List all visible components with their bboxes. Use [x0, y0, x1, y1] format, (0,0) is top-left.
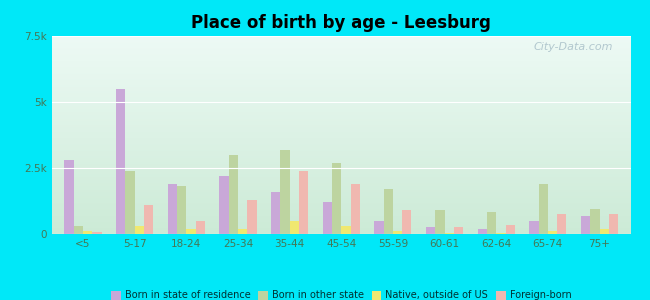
Bar: [402, 210, 411, 234]
Bar: [478, 229, 487, 234]
Bar: [529, 221, 539, 234]
Bar: [229, 155, 238, 234]
Bar: [196, 221, 205, 234]
Bar: [350, 184, 360, 234]
Bar: [187, 229, 196, 234]
Bar: [374, 221, 384, 234]
Bar: [487, 212, 496, 234]
Bar: [135, 226, 144, 234]
Bar: [557, 214, 566, 234]
Bar: [238, 229, 247, 234]
Bar: [125, 171, 135, 234]
Bar: [384, 189, 393, 234]
Bar: [64, 160, 73, 234]
Bar: [247, 200, 257, 234]
Bar: [83, 231, 92, 234]
Bar: [144, 205, 153, 234]
Bar: [539, 184, 548, 234]
Bar: [271, 192, 280, 234]
Bar: [426, 227, 436, 234]
Bar: [73, 226, 83, 234]
Bar: [332, 163, 341, 234]
Bar: [322, 202, 332, 234]
Bar: [92, 232, 101, 234]
Bar: [496, 233, 506, 234]
Bar: [341, 226, 350, 234]
Bar: [290, 221, 299, 234]
Bar: [590, 209, 599, 234]
Bar: [581, 215, 590, 234]
Bar: [506, 225, 515, 234]
Bar: [609, 214, 618, 234]
Bar: [599, 229, 609, 234]
Legend: Born in state of residence, Born in other state, Native, outside of US, Foreign-: Born in state of residence, Born in othe…: [107, 286, 575, 300]
Bar: [393, 231, 402, 234]
Bar: [299, 171, 308, 234]
Bar: [454, 227, 463, 234]
Title: Place of birth by age - Leesburg: Place of birth by age - Leesburg: [191, 14, 491, 32]
Bar: [177, 187, 187, 234]
Bar: [280, 149, 290, 234]
Bar: [436, 210, 445, 234]
Text: City-Data.com: City-Data.com: [534, 42, 613, 52]
Bar: [168, 184, 177, 234]
Bar: [219, 176, 229, 234]
Bar: [445, 233, 454, 234]
Bar: [116, 89, 125, 234]
Bar: [548, 231, 557, 234]
